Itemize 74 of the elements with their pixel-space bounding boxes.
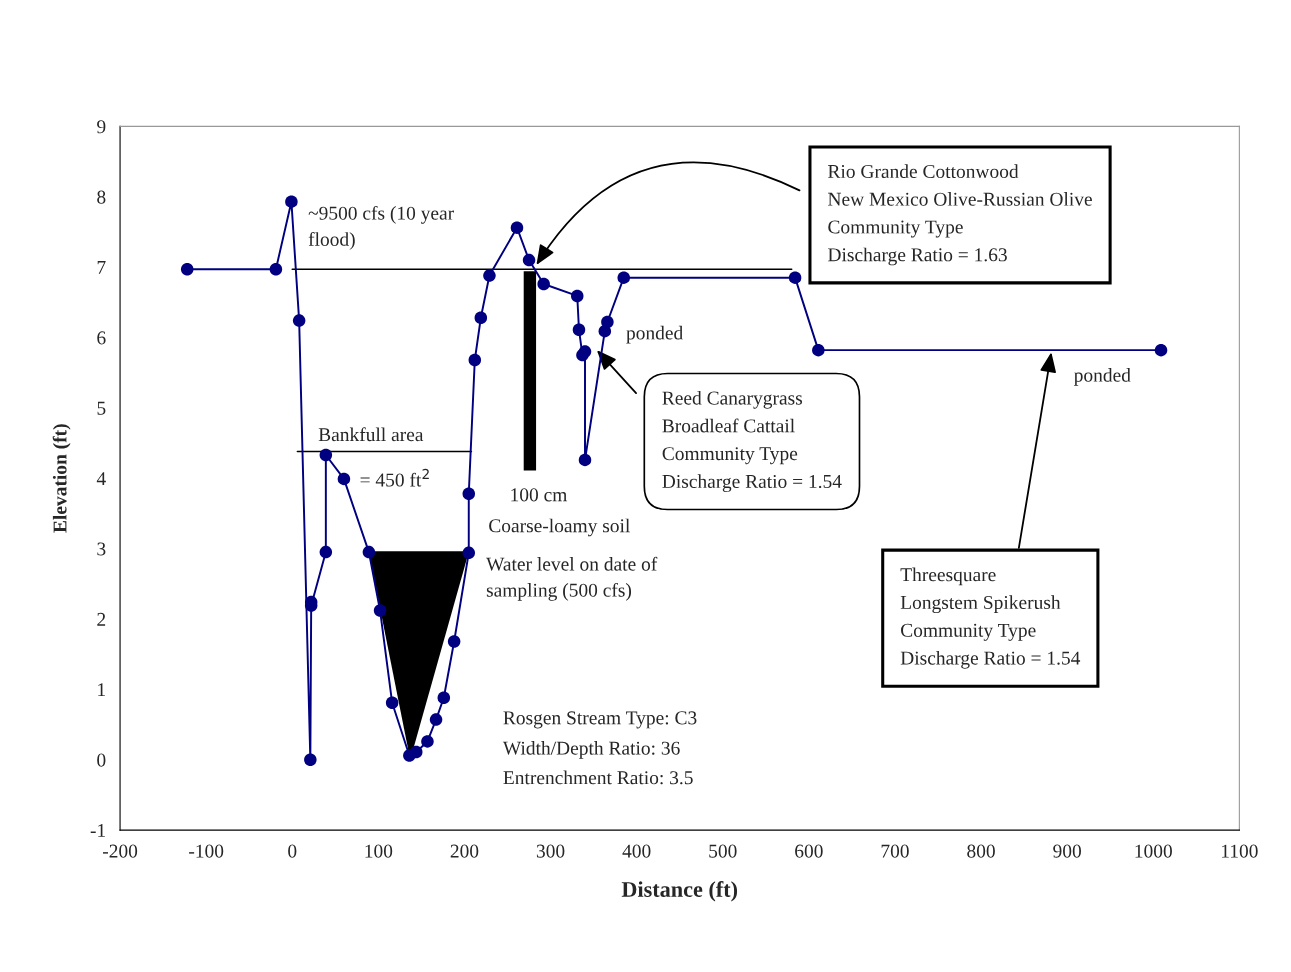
x-tick-label: 0 bbox=[288, 844, 297, 858]
y-tick-label: 9 bbox=[97, 120, 106, 134]
annotation: ponded bbox=[1074, 368, 1131, 386]
point bbox=[572, 323, 586, 336]
annotation: ponded bbox=[626, 325, 683, 344]
x-tick-label: -100 bbox=[189, 844, 224, 858]
x-tick-label: 800 bbox=[967, 844, 995, 858]
x-tick-label: 300 bbox=[536, 844, 565, 858]
point bbox=[373, 604, 387, 617]
x-tick-label: 1000 bbox=[1135, 844, 1172, 858]
annotation: ~9500 cfs (10 year flood) bbox=[308, 205, 454, 250]
y-tick-label: 8 bbox=[97, 190, 106, 204]
point bbox=[410, 745, 423, 759]
x-tick-label: 700 bbox=[881, 844, 909, 858]
point bbox=[285, 195, 298, 208]
point bbox=[319, 545, 333, 559]
point bbox=[421, 735, 434, 748]
x-tick-label: 600 bbox=[795, 844, 823, 858]
point bbox=[522, 253, 536, 267]
point bbox=[180, 262, 194, 276]
y-tick-label: -1 bbox=[90, 824, 106, 837]
x-tick-label: -200 bbox=[102, 844, 138, 858]
annotation: Bankfull area bbox=[318, 427, 424, 442]
point bbox=[269, 262, 283, 276]
annotation: Threesquare Longstem Spikerush Community Type Discharge Ratio = 1.54 bbox=[900, 567, 1081, 669]
point bbox=[462, 487, 476, 500]
x-tick-label: 200 bbox=[450, 844, 479, 858]
y-tick-label: 4 bbox=[96, 472, 106, 485]
y-axis-title: Elevation (ft) bbox=[52, 424, 71, 533]
point bbox=[319, 448, 333, 462]
point bbox=[385, 696, 399, 709]
point bbox=[429, 713, 443, 726]
annotation: Entrenchment Ratio: 3.5 bbox=[503, 770, 693, 785]
x-tick-label: 500 bbox=[709, 844, 737, 858]
point bbox=[510, 221, 524, 234]
x-tick-label: 100 bbox=[365, 844, 393, 858]
y-tick-label: 7 bbox=[97, 261, 106, 274]
y-tick-label: 1 bbox=[98, 683, 106, 697]
annotation: Rio Grande Cottonwood New Mexico Olive-Russian Olive Community Type Discharge Ratio = 1.63 bbox=[828, 164, 1092, 266]
point bbox=[304, 753, 317, 766]
y-tick-label: 3 bbox=[97, 542, 106, 556]
annotation: 100 cm bbox=[511, 488, 568, 502]
point bbox=[474, 311, 488, 325]
point bbox=[1154, 343, 1168, 357]
y-tick-label: 6 bbox=[97, 331, 106, 345]
point bbox=[483, 269, 496, 282]
point bbox=[292, 314, 306, 327]
y-tick-label: 2 bbox=[97, 612, 106, 626]
point bbox=[362, 545, 376, 559]
x-tick-label: 1100 bbox=[1221, 844, 1258, 858]
annotation: Width/Depth Ratio: 36 bbox=[502, 741, 680, 759]
annotation: Coarse-loamy soil bbox=[489, 518, 630, 537]
point bbox=[468, 353, 482, 367]
point bbox=[601, 315, 614, 329]
point bbox=[578, 453, 592, 467]
x-tick-label: 400 bbox=[622, 844, 651, 858]
y-tick-label: 0 bbox=[97, 753, 106, 767]
point bbox=[617, 271, 630, 284]
annotation: Water level on date of sampling (500 cfs) bbox=[486, 556, 658, 601]
point bbox=[537, 277, 550, 291]
annotation: Reed Canarygrass Broadleaf Cattail Community Type Discharge Ratio = 1.54 bbox=[662, 390, 842, 493]
point bbox=[571, 289, 584, 303]
point bbox=[812, 343, 825, 357]
annotation: = 450 ft$^{2}$ bbox=[360, 468, 429, 487]
x-axis-title: Distance (ft) bbox=[621, 881, 738, 902]
point bbox=[337, 472, 351, 486]
point bbox=[437, 691, 451, 705]
point bbox=[447, 635, 461, 648]
point bbox=[578, 345, 592, 358]
annotation: Rosgen Stream Type: C3 bbox=[503, 711, 697, 729]
x-tick-label: 900 bbox=[1053, 844, 1081, 858]
point bbox=[788, 271, 802, 284]
y-tick-label: 5 bbox=[97, 401, 106, 415]
point bbox=[462, 546, 476, 560]
